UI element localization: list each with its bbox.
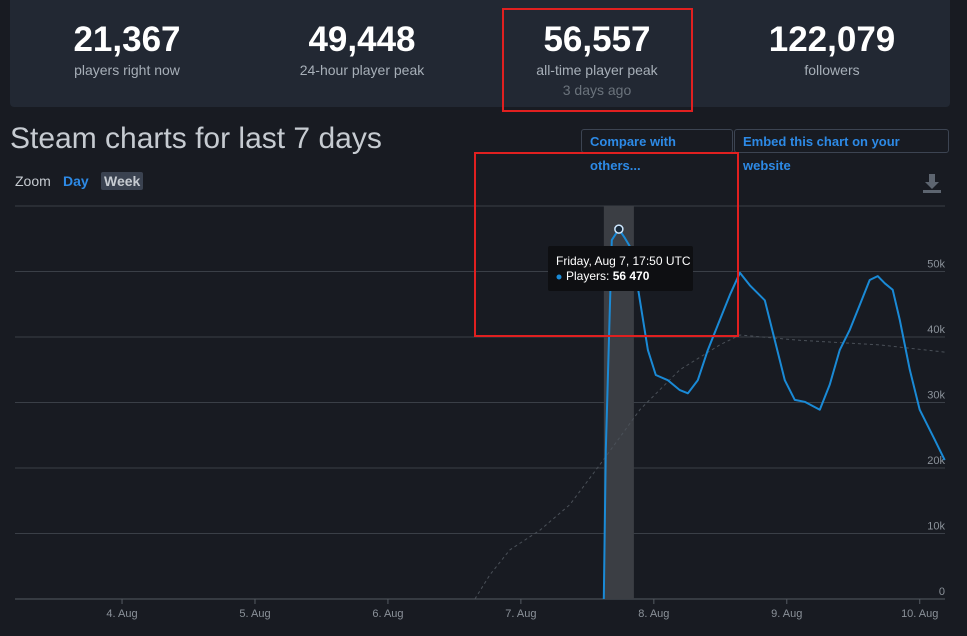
chart-title: Steam charts for last 7 days (10, 122, 382, 155)
x-tick-label: 4. Aug (106, 608, 137, 620)
zoom-label: Zoom (15, 173, 51, 189)
stat: 56,557 all-time player peak 3 days ago (482, 20, 712, 100)
x-tick-label: 6. Aug (372, 608, 403, 620)
y-tick-label: 50k (927, 258, 945, 270)
tooltip-box (548, 246, 693, 291)
highlight-box (474, 152, 739, 337)
x-tick-label: 7. Aug (505, 608, 536, 620)
x-tick-label: 8. Aug (638, 608, 669, 620)
stat-label: 24-hour player peak (299, 62, 425, 78)
tooltip-series: Players: (566, 269, 609, 283)
zoom-day[interactable]: Day (63, 173, 89, 189)
x-tick-label: 9. Aug (771, 608, 802, 620)
tooltip-line: Players: 56 470 (566, 269, 650, 283)
tooltip-dot (556, 274, 562, 280)
stat-label: players right now (74, 62, 180, 78)
series-line (474, 334, 945, 600)
highlight-box (502, 8, 693, 112)
y-tick-label: 30k (927, 389, 945, 401)
stat: 122,079 followers (717, 20, 947, 80)
y-tick-label: 0 (939, 586, 945, 598)
x-tick-label: 10. Aug (901, 608, 938, 620)
stat: 21,367 players right now (12, 20, 242, 80)
y-tick-label: 20k (927, 455, 945, 467)
y-tick-label: 10k (927, 520, 945, 532)
hover-point (614, 224, 624, 234)
zoom-week[interactable]: Week (101, 172, 144, 190)
stat-label: all-time player peak (536, 62, 658, 78)
y-tick-label: 40k (927, 324, 945, 336)
tooltip-value: 56 470 (613, 269, 650, 283)
stat: 49,448 24-hour player peak (247, 20, 477, 80)
stat-value: 49,448 (308, 20, 416, 59)
stat-value: 21,367 (73, 20, 181, 59)
series-line (602, 228, 946, 600)
stat-label: followers (804, 62, 860, 78)
stat-note: 3 days ago (562, 82, 632, 98)
stat-value: 56,557 (543, 20, 651, 59)
tooltip-date: Friday, Aug 7, 17:50 UTC (556, 254, 691, 268)
embed-button[interactable]: Embed this chart on your website (734, 129, 949, 173)
x-tick-label: 5. Aug (239, 608, 270, 620)
stats-panel: 21,367 players right now 49,448 24-hour pl… (10, 0, 950, 107)
stat-value: 122,079 (768, 20, 896, 59)
download-icon[interactable] (923, 174, 941, 193)
